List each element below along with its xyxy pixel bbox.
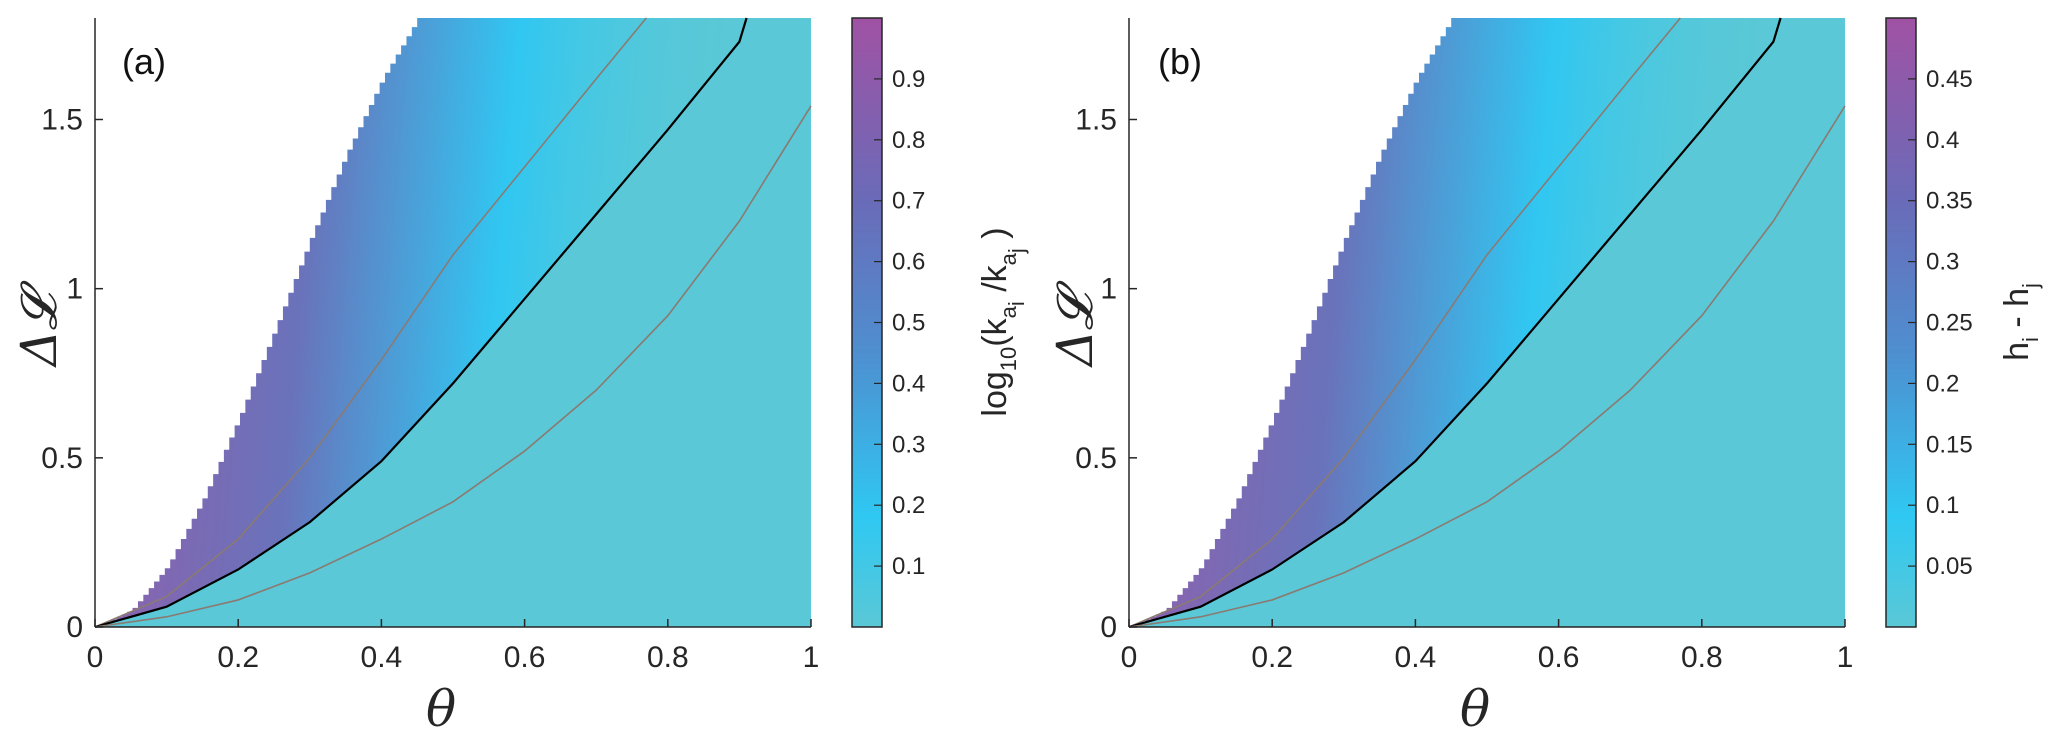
x-tick-label: 0.6 [504,641,546,674]
colorbar-tick-label: 0.45 [1926,66,1973,93]
panel-b: (b) 0 0.2 0.4 0.6 0.8 1 0 0.5 1 1.5 θ Δ𝓛 0.05 0.1… [1046,17,2043,738]
y-axis-label: Δ𝓛 [10,280,68,368]
x-axis-label: θ [426,680,456,738]
x-tick-label: 0.8 [647,641,689,674]
colorbar-tick-label: 0.35 [1926,188,1973,215]
heatmap-gradient-band [1129,18,1781,627]
x-axis-label: θ [1460,680,1490,738]
undefined-region [1129,18,1457,627]
y-tick-label: 1.5 [41,104,83,137]
y-tick-label: 0.5 [1075,442,1117,475]
x-tick-label: 0.4 [361,641,403,674]
colorbar-tick-label: 0.2 [892,492,925,519]
colorbar: 0.05 0.1 0.15 0.2 0.25 0.3 0.35 0.4 0.45 hi - hj [1885,17,2043,628]
undefined-region [95,18,423,627]
colorbar-tick-label: 0.3 [1926,249,1959,276]
x-tick-label: 0.4 [1395,641,1437,674]
y-axis-ticks: 0 0.5 1 1.5 [1075,104,1137,644]
colorbar-tick-label: 0.2 [1926,370,1959,397]
y-axis-script-l: 𝓛 [10,280,68,330]
upper-contour [94,17,647,628]
colorbar: 0.1 0.2 0.3 0.4 0.5 0.6 0.7 0.8 0.9 log10(kai /k… [851,17,1029,628]
colorbar-label: hi - hj [1998,283,2043,361]
svg-text:Δ𝓛: Δ𝓛 [10,280,68,368]
y-tick-label: 1 [66,273,83,306]
x-tick-label: 0.6 [1538,641,1580,674]
colorbar-tick-label: 0.1 [1926,492,1959,519]
colorbar-ticks: 0.05 0.1 0.15 0.2 0.25 0.3 0.35 0.4 0.45 [1908,66,1973,580]
x-axis-ticks: 0 0.2 0.4 0.6 0.8 1 [87,619,820,674]
x-axis-ticks: 0 0.2 0.4 0.6 0.8 1 [1121,619,1854,674]
x-tick-label: 0 [1121,641,1138,674]
y-tick-label: 0 [1100,611,1117,644]
x-tick-label: 1 [803,641,820,674]
panel-a: (a) 0 0.2 0.4 0.6 0.8 1 00.511.5 θ Δ𝓛 0.10.20… [10,17,1029,738]
panel-label: (b) [1158,41,1202,82]
heatmap-gradient-band [95,18,747,627]
y-tick-label: 0.5 [41,442,83,475]
y-tick-label: 1 [1100,273,1117,306]
y-axis-label: Δ𝓛 [1046,280,1104,368]
colorbar-tick-label: 0.1 [892,553,925,580]
x-tick-label: 0.2 [1251,641,1293,674]
colorbar-tick-label: 0.15 [1926,431,1973,458]
y-tick-label: 0 [66,611,83,644]
y-axis-ticks: 0 0.5 1 1.5 [41,104,103,644]
x-tick-label: 1 [1837,641,1854,674]
x-tick-label: 0.2 [217,641,259,674]
lower-contour [94,105,812,628]
heatmap-area [94,17,812,629]
colorbar-tick-label: 0.7 [892,188,925,215]
upper-contour [1128,17,1681,628]
colorbar-label: log10(kai /kaj ) [976,227,1029,416]
panel-label: (a) [122,41,166,82]
x-tick-label: 0 [87,641,104,674]
center-curve [1128,17,1782,629]
center-curve [94,17,748,629]
colorbar-tick-label: 0.3 [892,431,925,458]
y-tick-label: 1.5 [1075,104,1117,137]
colorbar-tick-label: 0.9 [892,66,925,93]
heatmap-area [1128,17,1846,629]
colorbar-tick-label: 0.6 [892,249,925,276]
colorbar-ticks: 0.1 0.2 0.3 0.4 0.5 0.6 0.7 0.8 0.9 [874,66,925,580]
y-axis-script-l: 𝓛 [1046,280,1104,330]
svg-text:Δ𝓛: Δ𝓛 [1046,280,1104,368]
colorbar-tick-label: 0.8 [892,127,925,154]
x-tick-label: 0.8 [1681,641,1723,674]
colorbar-tick-label: 0.4 [892,370,925,397]
colorbar-tick-label: 0.05 [1926,553,1973,580]
colorbar-tick-label: 0.25 [1926,310,1973,337]
colorbar-tick-label: 0.4 [1926,127,1959,154]
colorbar-tick-label: 0.5 [892,310,925,337]
lower-contour [1128,105,1846,628]
